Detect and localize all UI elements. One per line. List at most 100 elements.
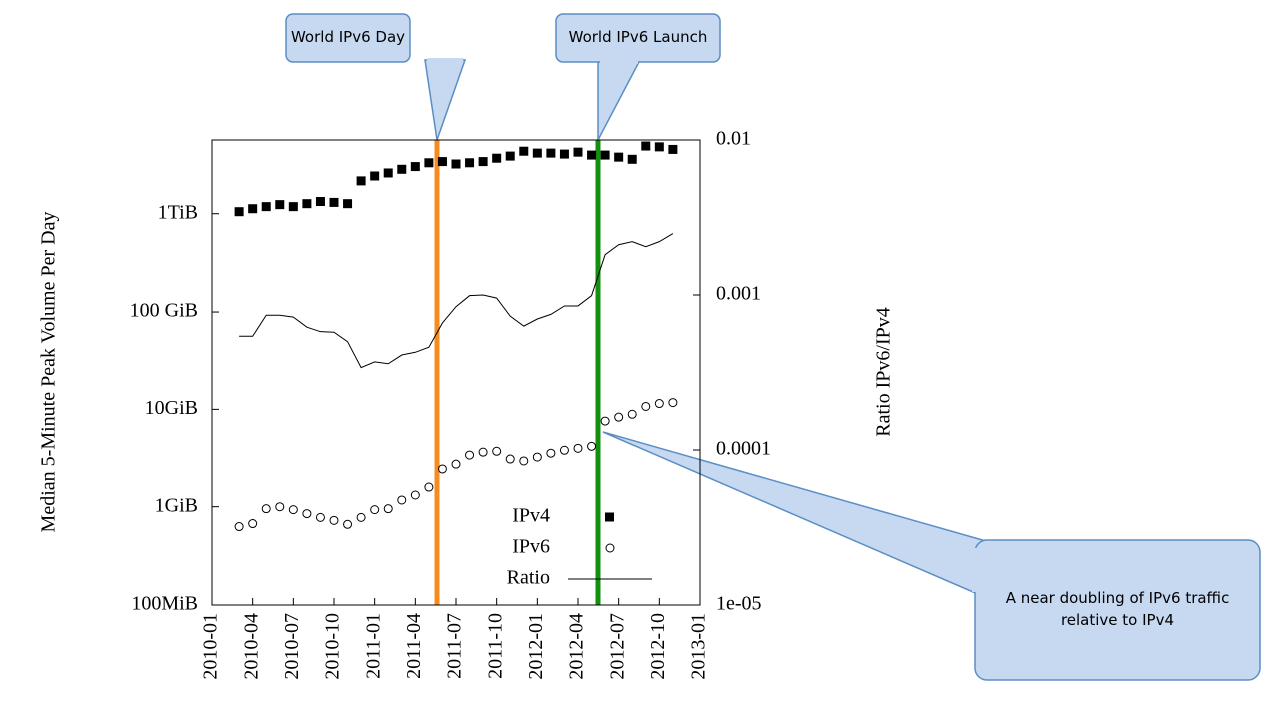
x-tick-label: 2010-01	[200, 613, 222, 680]
callout-pointer	[424, 59, 467, 141]
legend-label: IPv4	[512, 505, 550, 527]
ratio-line	[239, 233, 674, 369]
ipv6-point	[383, 504, 393, 514]
ipv4-point	[600, 150, 610, 160]
callout-text: World IPv6 Day	[290, 28, 406, 47]
x-tick-label: 2012-04	[566, 613, 588, 680]
y-tick-label: 10GiB	[145, 397, 198, 419]
ipv4-point	[288, 202, 298, 212]
ipv6-point	[288, 505, 298, 515]
ipv6-point	[505, 454, 515, 464]
ipv6-point	[397, 495, 407, 505]
ipv6-point	[343, 519, 353, 529]
ipv6-point	[546, 448, 556, 458]
x-tick-label: 2011-07	[444, 613, 466, 679]
ipv4-point	[614, 152, 624, 162]
x-tick-label: 2012-01	[525, 613, 547, 680]
ipv4-point	[397, 164, 407, 174]
ipv4-point	[641, 141, 651, 151]
ipv4-point	[302, 199, 312, 209]
callout-box	[974, 539, 1261, 681]
ipv6-point	[275, 502, 285, 512]
legend-marker	[605, 543, 615, 553]
ipv6-point	[437, 464, 447, 474]
y2-tick-label: 1e-05	[716, 593, 762, 615]
ipv4-point	[275, 200, 285, 210]
x-tick-label: 2012-07	[606, 613, 628, 680]
ipv6-point	[234, 522, 244, 532]
callout-shapes	[285, 13, 1261, 681]
x-tick-label: 2010-07	[281, 613, 303, 680]
callout-box	[285, 13, 411, 63]
ipv6-point	[519, 456, 529, 466]
ipv6-point	[587, 441, 597, 451]
y-tick-label: 100MiB	[131, 593, 198, 615]
y-axis-label: Median 5-Minute Peak Volume Per Day	[38, 212, 60, 533]
ipv6-point	[410, 490, 420, 500]
legend-label: Ratio	[507, 567, 550, 589]
callout-join	[600, 58, 638, 64]
ipv4-point	[437, 157, 447, 167]
x-tick-label: 2013-01	[688, 613, 710, 680]
ipv6-point	[465, 450, 475, 460]
ipv6-point	[356, 512, 366, 522]
ipv4-point	[532, 148, 542, 158]
y2-tick-label: 0.01	[716, 128, 751, 150]
ipv4-point	[505, 151, 515, 161]
callout-text: World IPv6 Launch	[568, 28, 708, 47]
callout-join	[427, 58, 463, 64]
ipv4-point	[587, 150, 597, 160]
ipv6-point	[573, 443, 583, 453]
ipv4-point	[519, 146, 529, 156]
ipv4-point	[478, 157, 488, 167]
ipv6-point	[532, 452, 542, 462]
ipv4-point	[343, 199, 353, 209]
x-tick-label: 2010-10	[322, 613, 344, 680]
y-tick-label: 100 GiB	[130, 300, 198, 322]
ipv6-point	[451, 459, 461, 469]
ipv6-point	[654, 399, 664, 409]
ipv6-point	[668, 398, 678, 408]
y2-tick-label: 0.001	[716, 283, 761, 305]
plot-frame	[211, 139, 701, 606]
ipv6-point	[614, 412, 624, 422]
y2-tick-label: 0.0001	[716, 438, 771, 460]
ipv4-point	[234, 207, 244, 217]
y-tick-label: 1TiB	[158, 201, 198, 223]
ipv4-point	[627, 154, 637, 164]
y2-axis-label: Ratio IPv6/IPv4	[873, 307, 895, 436]
ipv6-point	[302, 509, 312, 519]
ipv4-point	[315, 197, 325, 207]
ipv4-point	[424, 158, 434, 168]
ipv4-point	[248, 204, 258, 214]
ipv6-point	[559, 445, 569, 455]
ipv4-point	[546, 148, 556, 158]
callout-join	[972, 548, 982, 592]
ipv4-point	[356, 176, 366, 186]
y-tick-label: 1GiB	[155, 494, 198, 516]
ipv4-point	[559, 149, 569, 159]
ipv4-point	[668, 144, 678, 154]
ipv4-point	[492, 153, 502, 163]
x-tick-label: 2011-01	[362, 613, 384, 679]
ipv6-point	[492, 446, 502, 456]
ipv6-point	[248, 519, 258, 529]
ipv6-point	[329, 515, 339, 525]
callout-text: A near doubling of IPv6 traffic relative…	[1005, 589, 1230, 629]
legend-label: IPv6	[512, 536, 550, 558]
callout-pointer	[597, 59, 642, 141]
ipv4-point	[410, 162, 420, 172]
ipv6-point	[641, 401, 651, 411]
ipv6-point	[478, 447, 488, 457]
x-tick-label: 2011-10	[484, 613, 506, 679]
ipv4-point	[654, 142, 664, 152]
x-tick-label: 2011-04	[403, 613, 425, 679]
ipv6-point	[261, 504, 271, 514]
ipv4-point	[383, 168, 393, 178]
ipv6-point	[600, 416, 610, 426]
ipv6-point	[370, 505, 380, 515]
ipv6-point	[424, 482, 434, 492]
ipv4-point	[329, 197, 339, 207]
